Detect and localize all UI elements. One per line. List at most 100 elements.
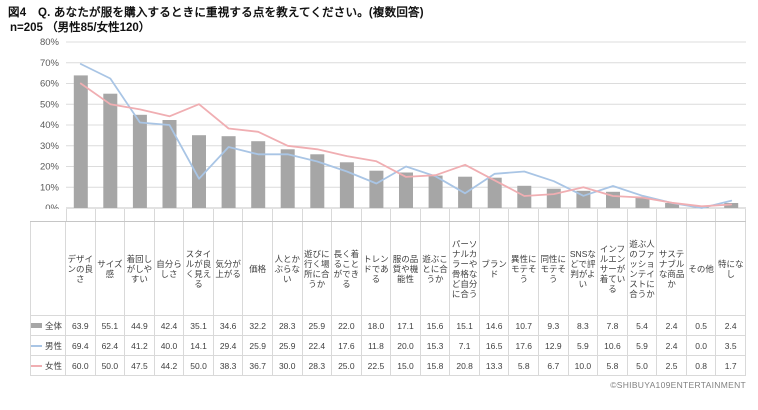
- category-label: 自分らしさ: [155, 222, 185, 315]
- value-cell: 55.1: [96, 316, 126, 335]
- bar: [724, 203, 739, 208]
- category-tick: [539, 209, 569, 221]
- category-tick: [362, 209, 392, 221]
- value-cell: 35.1: [184, 316, 214, 335]
- series-line: [79, 82, 733, 208]
- category-label: デザインの良さ: [66, 222, 96, 315]
- category-label: 遊ぶ人のファッションテイストに合うか: [628, 222, 658, 315]
- category-label: 人とかぶらない: [273, 222, 303, 315]
- value-cell: 20.0: [391, 336, 421, 355]
- category-label: 服の品質や機能性: [391, 222, 421, 315]
- category-tick: [214, 209, 244, 221]
- value-cell: 6.7: [539, 356, 569, 375]
- category-label: 特になし: [716, 222, 746, 315]
- series-swatch: [30, 364, 42, 367]
- value-cell: 7.1: [450, 336, 480, 355]
- value-cell: 5.8: [509, 356, 540, 375]
- value-cell: 14.6: [480, 316, 510, 335]
- legend-item: 女性: [30, 356, 66, 375]
- series-swatch: [30, 344, 42, 347]
- category-label: パーソナルカラーや骨格など自分に合う: [450, 222, 480, 315]
- category-label: 価格: [243, 222, 273, 315]
- category-tick: [569, 209, 599, 221]
- chart-title: 図4 Q. あなたが服を購入するときに重視する点を教えてください。(複数回答): [8, 7, 424, 19]
- category-tick: [243, 209, 273, 221]
- value-cell: 15.3: [421, 336, 451, 355]
- value-cell: 9.3: [539, 316, 569, 335]
- category-tick: [509, 209, 540, 221]
- series-swatch: [30, 323, 42, 328]
- category-tick: [628, 209, 658, 221]
- value-cell: 28.3: [273, 316, 303, 335]
- category-label: 異性にモテそう: [509, 222, 540, 315]
- value-cell: 3.5: [716, 336, 746, 355]
- value-cell: 5.0: [628, 356, 658, 375]
- bar: [192, 135, 206, 208]
- bar: [369, 170, 384, 209]
- value-cell: 0.8: [687, 356, 717, 375]
- category-label: ブランド: [480, 222, 510, 315]
- value-cell: 5.4: [628, 316, 658, 335]
- value-cell: 22.0: [332, 316, 362, 335]
- category-label: SNSなどで評判がよい: [569, 222, 599, 315]
- value-cell: 0.5: [687, 316, 717, 335]
- category-label: 遊びに行く場所に合うか: [303, 222, 333, 315]
- value-cell: 22.5: [362, 356, 392, 375]
- table-row: 全体 63.9 55.1 44.9 42.4 35.1 34.6 32.2 28.3 25.9 22…: [30, 315, 746, 335]
- value-cell: 38.3: [214, 356, 244, 375]
- value-cell: 1.7: [716, 356, 746, 375]
- value-cell: 44.2: [155, 356, 185, 375]
- value-cell: 62.4: [96, 336, 126, 355]
- value-cell: 10.6: [598, 336, 628, 355]
- category-tick: [716, 209, 746, 221]
- tick-spacer: [30, 209, 66, 221]
- bar: [251, 141, 266, 208]
- category-tick: [96, 209, 126, 221]
- value-cell: 28.3: [303, 356, 333, 375]
- value-cell: 69.4: [66, 336, 96, 355]
- value-cell: 2.5: [657, 356, 687, 375]
- value-cell: 2.4: [657, 316, 687, 335]
- chart-container: 0% 10% 20% 30% 40% 50% 60% 70% 80% デザインの良さ サイズ感 着回…: [30, 36, 746, 376]
- category-label: その他: [687, 222, 717, 315]
- bar: [399, 172, 413, 208]
- value-cell: 25.9: [303, 316, 333, 335]
- y-axis-tick-label: 0%: [45, 203, 59, 209]
- series-line: [79, 63, 733, 209]
- category-label: サイズ感: [96, 222, 126, 315]
- category-label: スタイルが良く見える: [184, 222, 214, 315]
- bar: [280, 149, 295, 208]
- value-cell: 15.0: [391, 356, 421, 375]
- value-cell: 22.4: [303, 336, 333, 355]
- corner-cell: [30, 222, 66, 315]
- value-cell: 14.1: [184, 336, 214, 355]
- value-cell: 34.6: [214, 316, 244, 335]
- category-label: サステナブルな商品か: [657, 222, 687, 315]
- value-cell: 20.8: [450, 356, 480, 375]
- value-cell: 0.0: [687, 336, 717, 355]
- y-axis-tick-label: 20%: [40, 162, 60, 173]
- y-axis-tick-label: 10%: [40, 182, 60, 193]
- category-tick: [687, 209, 717, 221]
- value-cell: 42.4: [155, 316, 185, 335]
- value-cell: 60.0: [66, 356, 96, 375]
- value-cell: 15.6: [421, 316, 451, 335]
- category-tick: [657, 209, 687, 221]
- bar: [103, 93, 118, 208]
- value-cell: 2.4: [657, 336, 687, 355]
- value-cell: 25.9: [243, 336, 273, 355]
- category-tick: [598, 209, 628, 221]
- legend-item: 男性: [30, 336, 66, 355]
- value-cell: 32.2: [243, 316, 273, 335]
- y-axis-tick-label: 30%: [40, 141, 60, 152]
- series-name: 女性: [44, 360, 62, 371]
- bar: [73, 75, 88, 209]
- value-cell: 63.9: [66, 316, 96, 335]
- value-cell: 2.4: [716, 316, 746, 335]
- data-table: デザインの良さ サイズ感 着回しがしやすい 自分らしさ スタイルが良く見える 気分が上がる…: [30, 221, 746, 376]
- value-cell: 5.9: [628, 336, 658, 355]
- series-name: 全体: [44, 320, 62, 331]
- category-tick: [184, 209, 214, 221]
- value-cell: 16.5: [480, 336, 510, 355]
- value-cell: 50.0: [96, 356, 126, 375]
